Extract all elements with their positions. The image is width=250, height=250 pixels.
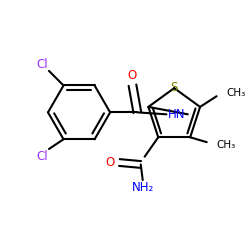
Text: NH₂: NH₂ <box>132 181 154 194</box>
Text: HN: HN <box>168 108 185 121</box>
Text: O: O <box>105 156 114 169</box>
Text: CH₃: CH₃ <box>216 140 236 150</box>
Text: CH₃: CH₃ <box>226 88 246 98</box>
Text: S: S <box>170 81 178 94</box>
Text: Cl: Cl <box>36 58 48 70</box>
Text: Cl: Cl <box>36 150 48 163</box>
Text: O: O <box>128 69 137 82</box>
